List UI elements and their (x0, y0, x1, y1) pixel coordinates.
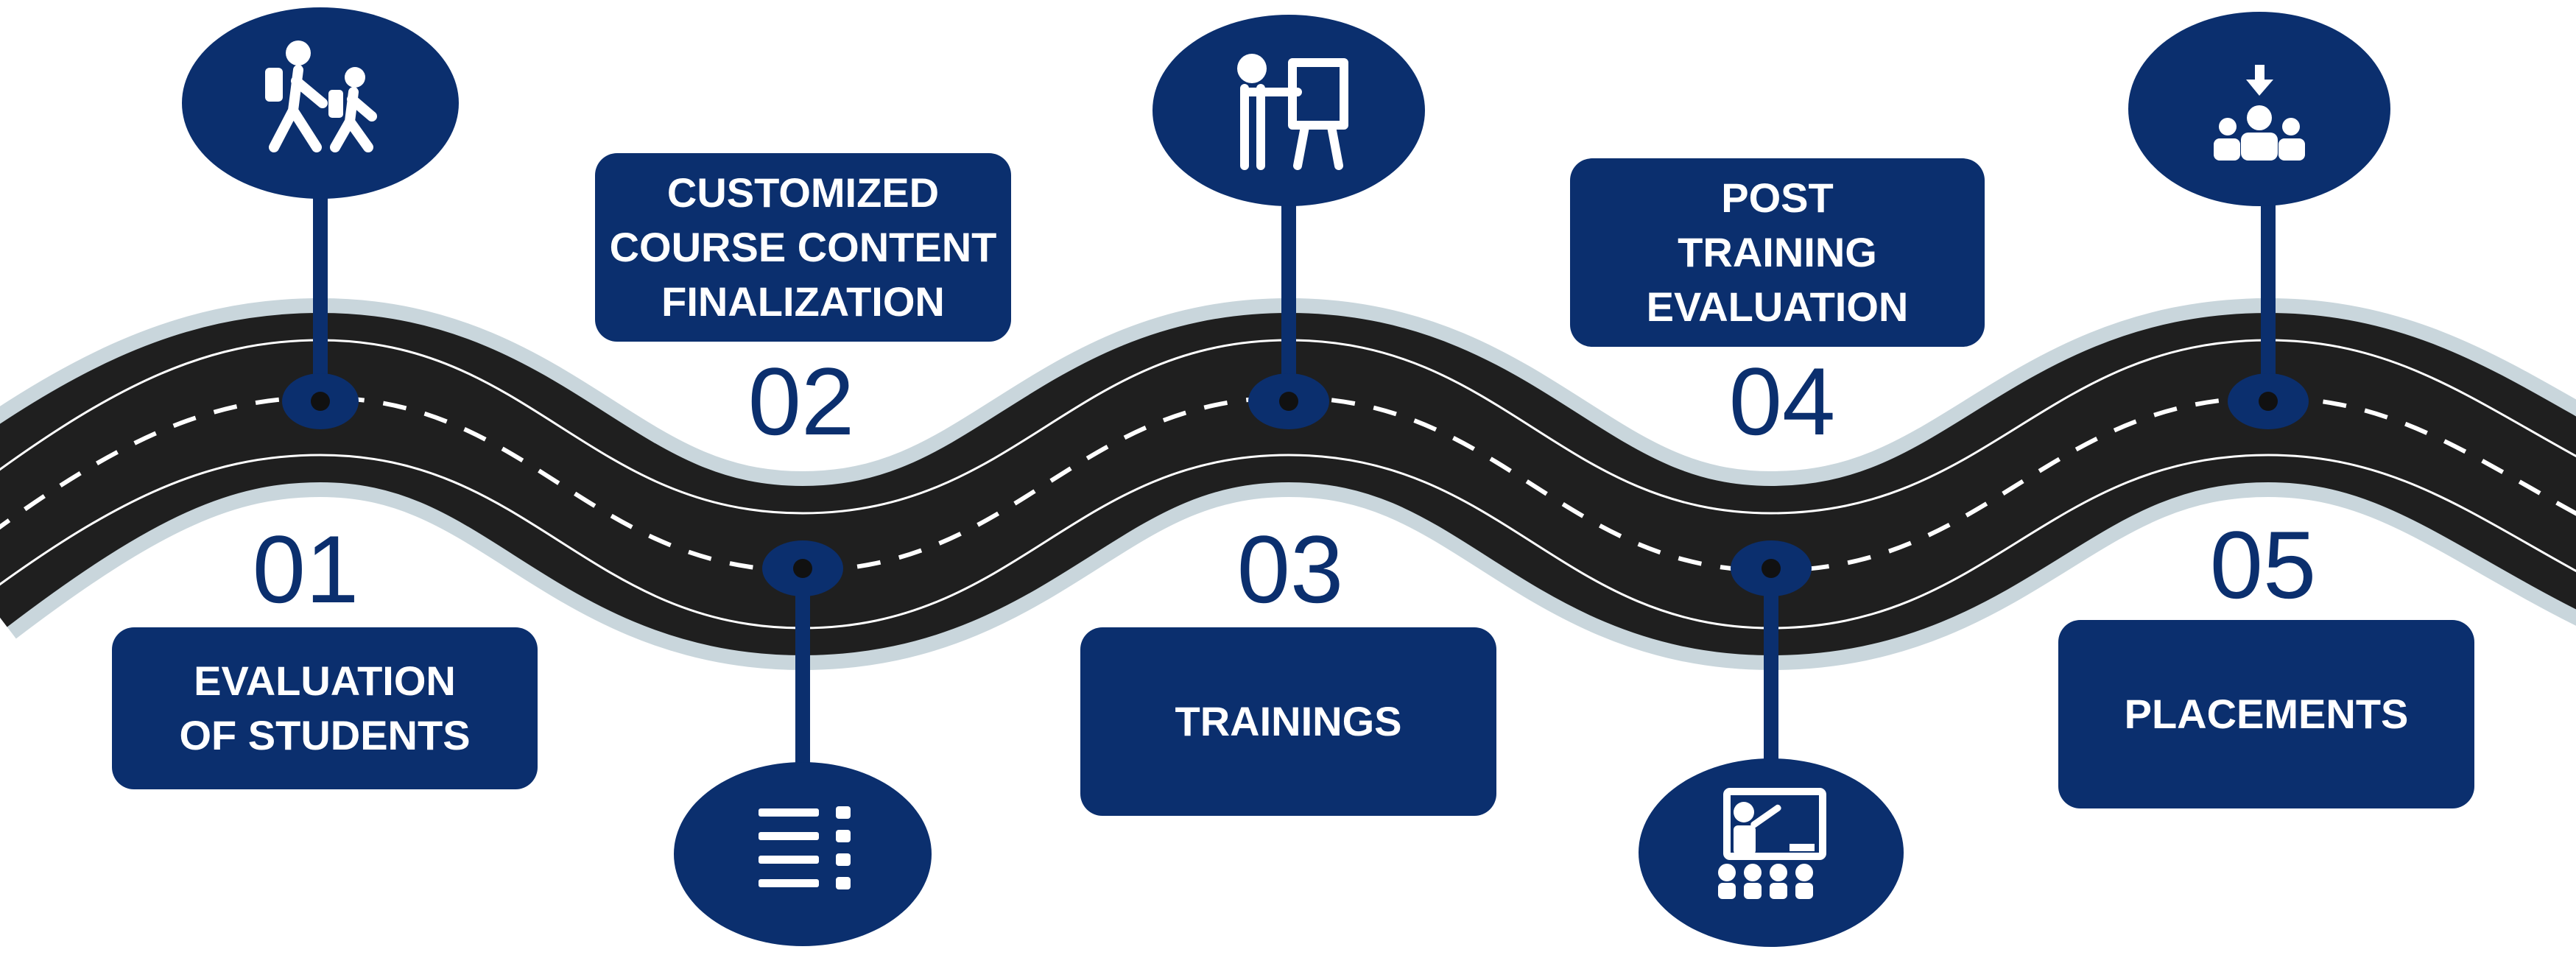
step-label-3-text: TRAININGS (1175, 698, 1402, 744)
step-number-2: 02 (748, 348, 855, 455)
presentation-board-icon (1152, 15, 1425, 206)
step-label-1-text: EVALUATION OF STUDENTS (179, 658, 471, 758)
step-label-2-text: CUSTOMIZED COURSE CONTENT FINALIZATION (609, 169, 997, 325)
step-label-5: PLACEMENTS (2058, 620, 2474, 808)
step-number-1: 01 (253, 515, 359, 623)
step-label-5-text: PLACEMENTS (2124, 691, 2409, 737)
placement-group-icon (2128, 12, 2390, 206)
node-step-4 (1731, 540, 1812, 596)
step-label-1: EVALUATION OF STUDENTS (112, 627, 538, 789)
classroom-icon (1639, 758, 1904, 947)
step-label-3: TRAININGS (1080, 627, 1496, 816)
step-number-4: 04 (1729, 348, 1836, 455)
step-number-3: 03 (1237, 515, 1344, 623)
node-step-5 (2228, 373, 2309, 429)
step-label-4: POST TRAINING EVALUATION (1570, 158, 1985, 347)
step-number-5: 05 (2210, 511, 2317, 619)
step-label-2: CUSTOMIZED COURSE CONTENT FINALIZATION (595, 153, 1011, 342)
node-step-3 (1248, 373, 1329, 429)
step-label-4-text: POST TRAINING EVALUATION (1646, 175, 1909, 330)
node-step-1 (282, 373, 359, 429)
walking-students-icon (182, 7, 459, 199)
node-step-2 (762, 540, 843, 596)
list-icon (674, 762, 932, 946)
